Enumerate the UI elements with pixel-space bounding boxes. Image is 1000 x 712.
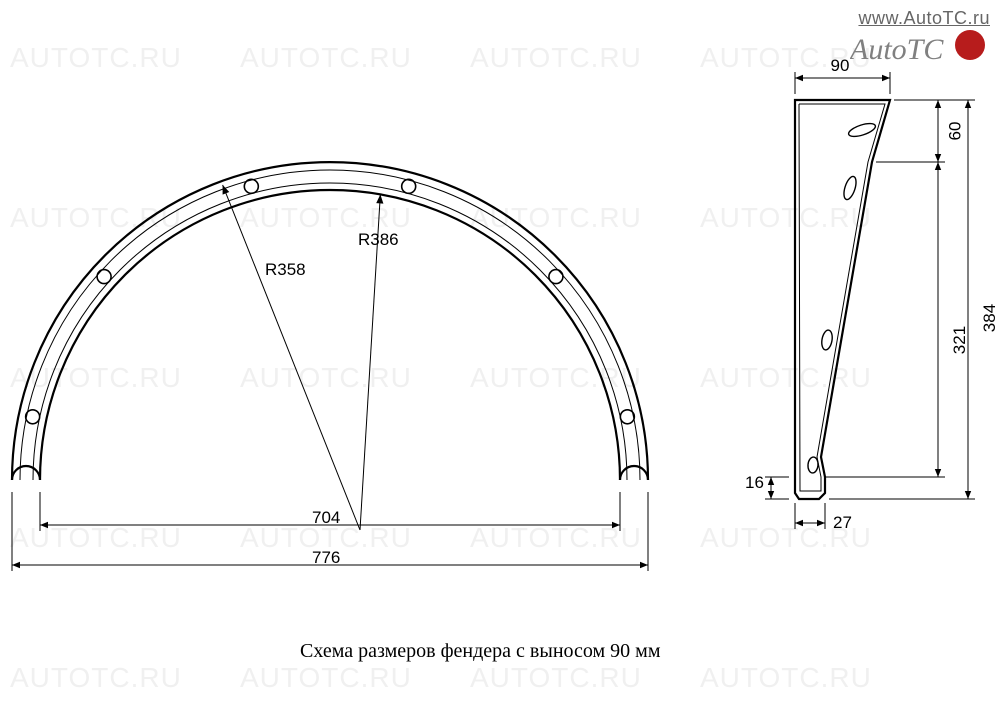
dim-value: R386 [358, 230, 399, 250]
dim-value: 60 [945, 122, 965, 141]
dim-value: 776 [312, 548, 340, 568]
watermark-text: AUTOTC.RU [240, 662, 412, 694]
caption: Схема размеров фендера с выносом 90 мм [300, 640, 660, 663]
dim-value: 16 [745, 473, 764, 493]
dim-value: 27 [833, 513, 852, 533]
watermark-text: AUTOTC.RU [10, 662, 182, 694]
watermark-text: AUTOTC.RU [700, 662, 872, 694]
watermark-text: AUTOTC.RU [470, 662, 642, 694]
dim-value: 384 [980, 303, 1000, 331]
front-view [0, 60, 700, 620]
dim-value: R358 [265, 260, 306, 280]
logo-url: www.AutoTC.ru [858, 8, 990, 28]
dim-value: 90 [831, 56, 850, 76]
dim-value: 321 [950, 325, 970, 353]
dim-value: 704 [312, 508, 340, 528]
